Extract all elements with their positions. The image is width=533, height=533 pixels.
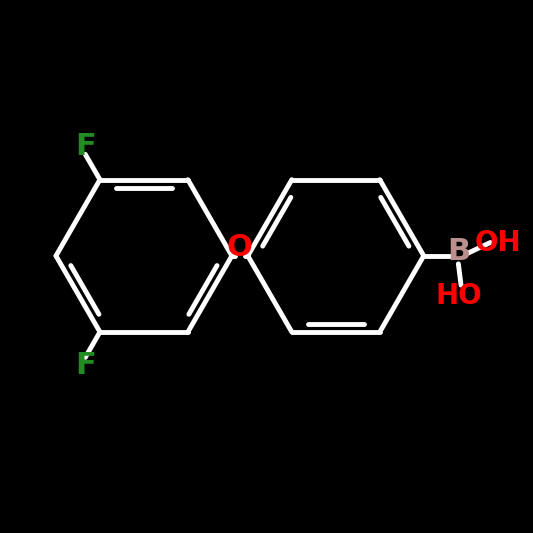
Text: B: B (447, 237, 470, 266)
Text: OH: OH (475, 229, 522, 256)
Text: HO: HO (435, 282, 482, 310)
Text: O: O (227, 233, 253, 262)
Text: F: F (75, 132, 95, 161)
Text: F: F (75, 351, 95, 380)
